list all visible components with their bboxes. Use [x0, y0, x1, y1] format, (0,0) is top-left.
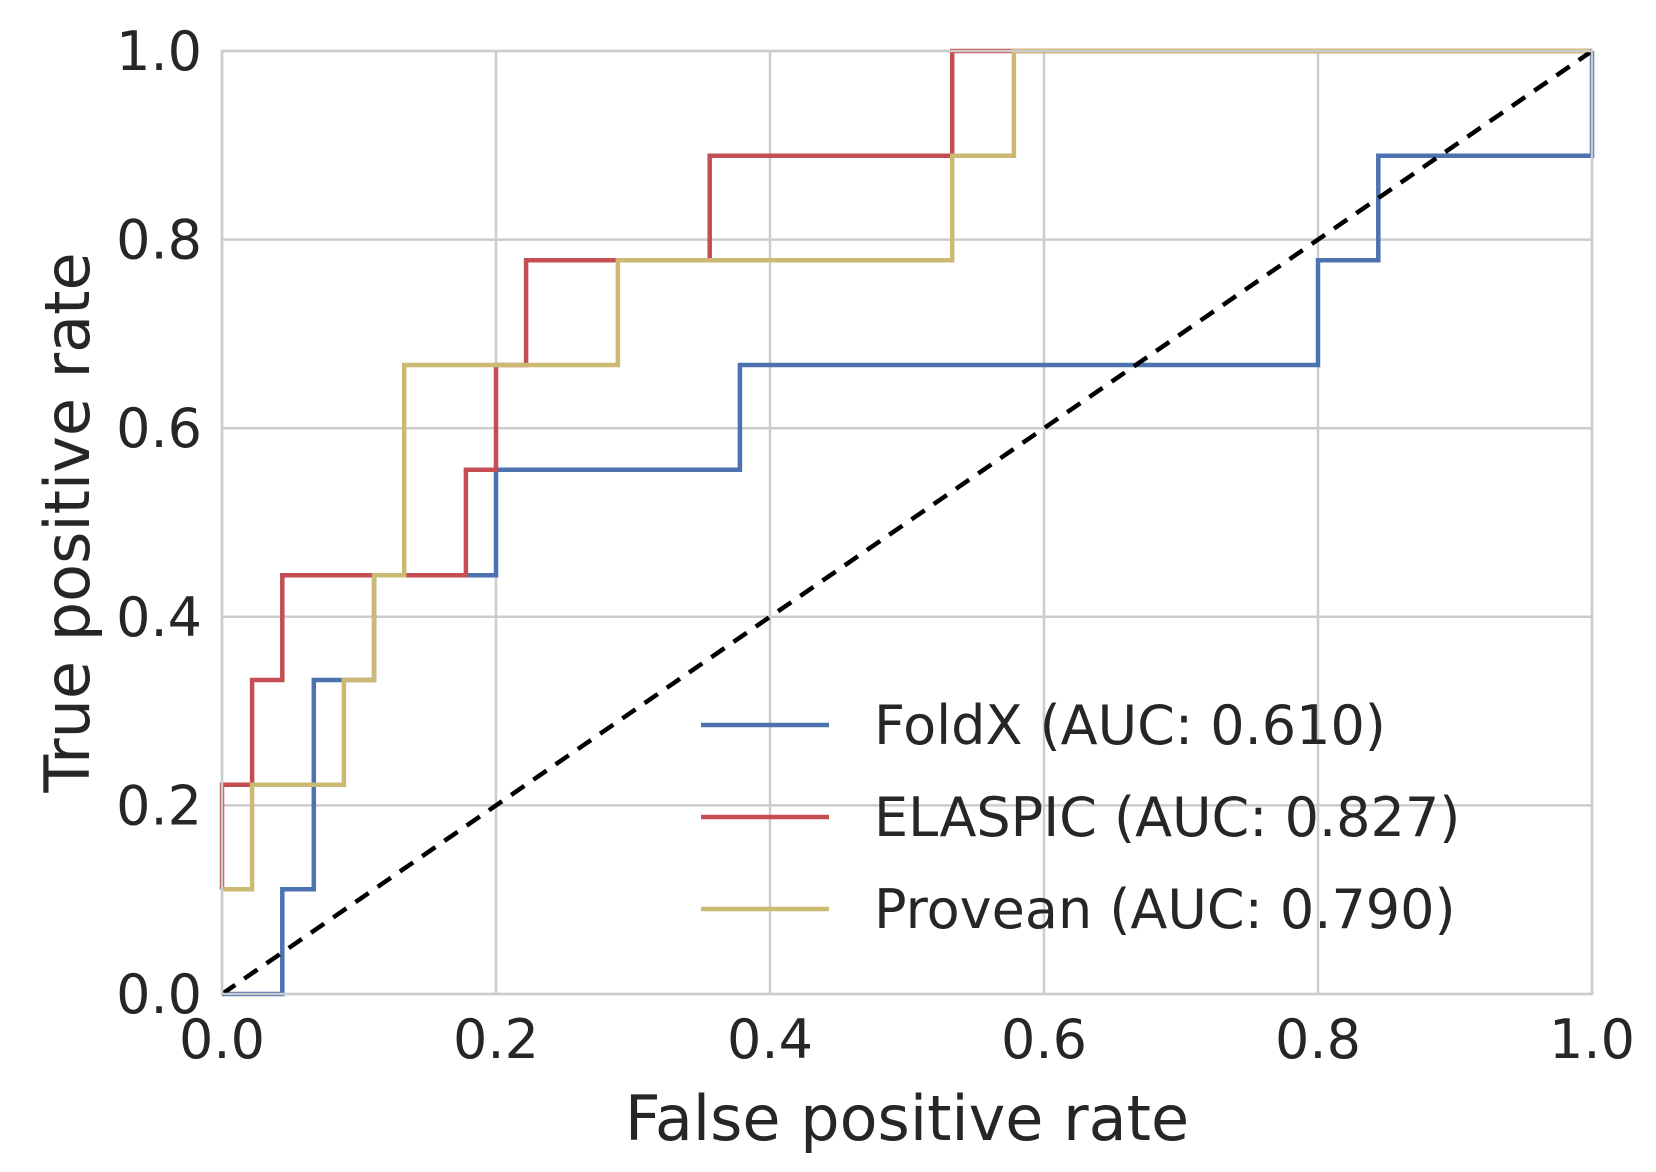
x-tick-label-2: 0.4	[727, 1008, 813, 1071]
x-tick-label-5: 1.0	[1549, 1008, 1635, 1071]
y-tick-labels: 0.0 0.2 0.4 0.6 0.8 1.0	[116, 20, 202, 1026]
legend: FoldX (AUC: 0.610) ELASPIC (AUC: 0.827) Pr…	[701, 694, 1460, 941]
y-tick-label-2: 0.4	[116, 586, 202, 649]
roc-curve-0	[222, 51, 1595, 997]
legend-label-2: Provean (AUC: 0.790)	[874, 878, 1456, 941]
roc-curve-1	[219, 48, 1592, 890]
y-tick-label-0: 0.0	[116, 963, 202, 1026]
chance-diagonal-line	[220, 49, 1594, 996]
legend-label-1: ELASPIC (AUC: 0.827)	[874, 786, 1460, 849]
x-tick-label-0: 0.0	[179, 1008, 265, 1071]
plot-area-frame	[220, 49, 1594, 996]
x-tick-labels: 0.0 0.2 0.4 0.6 0.8 1.0	[179, 1008, 1635, 1071]
roc-curve-2	[222, 48, 1592, 892]
legend-label-0: FoldX (AUC: 0.610)	[874, 694, 1386, 757]
y-tick-label-4: 0.8	[116, 209, 202, 272]
roc-curves	[219, 48, 1595, 997]
x-tick-label-1: 0.2	[453, 1008, 539, 1071]
y-tick-label-1: 0.2	[116, 774, 202, 837]
y-axis-label: True positive rate	[31, 252, 104, 793]
y-tick-label-3: 0.6	[116, 397, 202, 460]
y-tick-label-5: 1.0	[116, 20, 202, 83]
x-axis-label: False positive rate	[625, 1082, 1189, 1155]
x-tick-label-4: 0.8	[1275, 1008, 1361, 1071]
x-tick-label-3: 0.6	[1001, 1008, 1087, 1071]
